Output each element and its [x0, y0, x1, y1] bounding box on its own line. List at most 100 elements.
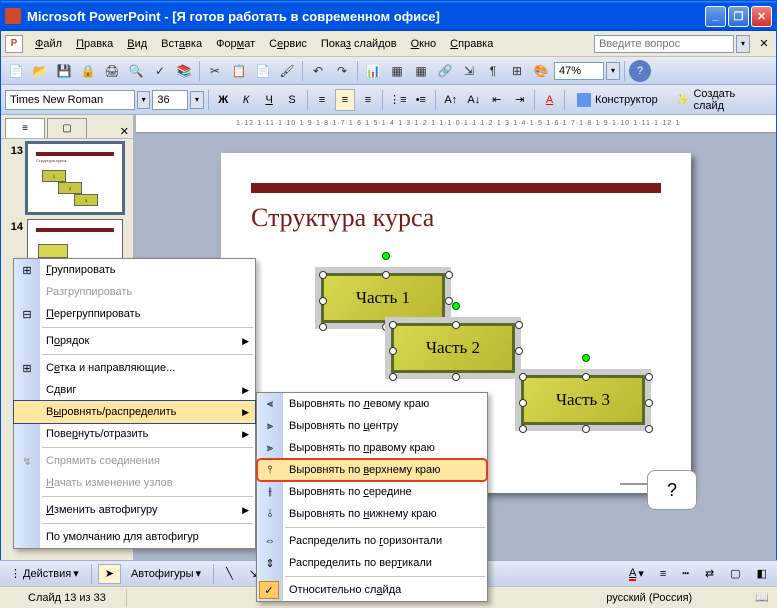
- preview-icon[interactable]: 🔍: [125, 60, 147, 82]
- doc-icon[interactable]: P: [5, 35, 23, 53]
- shape-1[interactable]: Часть 1: [321, 273, 445, 323]
- decrease-font-button[interactable]: A↓: [463, 89, 484, 111]
- zoom-dropdown-icon[interactable]: ▾: [606, 62, 620, 80]
- shape-2[interactable]: Часть 2: [391, 323, 515, 373]
- show-formatting-icon[interactable]: ¶: [482, 60, 504, 82]
- help-icon[interactable]: ?: [629, 60, 651, 82]
- print-icon[interactable]: 🖨: [101, 60, 123, 82]
- close-doc-button[interactable]: ✕: [756, 36, 772, 52]
- zoom-input[interactable]: [554, 62, 604, 80]
- line-style-icon[interactable]: ≡: [654, 564, 672, 584]
- menu-slideshow[interactable]: Показ слайдов: [315, 36, 403, 52]
- spell-icon[interactable]: ✓: [149, 60, 171, 82]
- size-input[interactable]: [152, 90, 188, 110]
- size-dropdown-icon[interactable]: ▾: [190, 91, 203, 109]
- line-icon[interactable]: ╲: [220, 564, 239, 584]
- search-dropdown-icon[interactable]: ▾: [736, 35, 750, 53]
- menu-file[interactable]: Файл: [29, 36, 68, 52]
- thumb-13[interactable]: 13 Структура курса 1 2 3: [5, 143, 129, 213]
- menu-format[interactable]: Формат: [210, 36, 261, 52]
- arrow-style-icon[interactable]: ⇄: [699, 564, 720, 584]
- menu-window[interactable]: Окно: [405, 36, 443, 52]
- font-input[interactable]: [5, 90, 135, 110]
- font-color-icon[interactable]: A ▾: [623, 564, 650, 584]
- cut-icon[interactable]: ✂: [204, 60, 226, 82]
- permission-icon[interactable]: 🔒: [77, 60, 99, 82]
- color-icon[interactable]: 🎨: [530, 60, 552, 82]
- slide-title[interactable]: Структура курса: [251, 203, 434, 233]
- chart-icon[interactable]: 📊: [362, 60, 384, 82]
- menu-tools[interactable]: Сервис: [263, 36, 313, 52]
- menu-help[interactable]: Справка: [444, 36, 499, 52]
- language-indicator: русский (Россия): [606, 592, 692, 604]
- autoshapes-button[interactable]: Автофигуры ▾: [125, 564, 207, 584]
- distribute-v[interactable]: ⇕Распределить по вертикали: [257, 552, 487, 574]
- shadow-style-icon[interactable]: ▢: [724, 564, 746, 584]
- align-left-button[interactable]: ≡: [312, 89, 333, 111]
- hyperlink-icon[interactable]: 🔗: [434, 60, 456, 82]
- align-right-button[interactable]: ≡: [357, 89, 378, 111]
- table-icon[interactable]: ▦: [386, 60, 408, 82]
- outline-tab[interactable]: ≡: [5, 118, 45, 138]
- shadow-button[interactable]: S: [282, 89, 303, 111]
- designer-button[interactable]: Конструктор: [569, 89, 666, 111]
- align-middle[interactable]: ⫲Выровнять по середине: [257, 481, 487, 503]
- ctx-change-shape[interactable]: Изменить автофигуру▶: [14, 499, 255, 521]
- menu-insert[interactable]: Вставка: [155, 36, 208, 52]
- align-left[interactable]: ⫷Выровнять по левому краю: [257, 393, 487, 415]
- help-search-input[interactable]: [594, 35, 734, 53]
- 3d-style-icon[interactable]: ◧: [751, 564, 773, 584]
- close-button[interactable]: ✕: [751, 6, 772, 27]
- save-icon[interactable]: 💾: [53, 60, 75, 82]
- increase-indent-button[interactable]: ⇥: [509, 89, 530, 111]
- spellcheck-icon[interactable]: 📖: [755, 592, 769, 604]
- relative-to-slide[interactable]: ✓Относительно слайда: [257, 579, 487, 601]
- align-bottom[interactable]: ⫰Выровнять по нижнему краю: [257, 503, 487, 525]
- bold-button[interactable]: Ж: [213, 89, 234, 111]
- panel-close-icon[interactable]: ✕: [120, 125, 129, 138]
- actions-button[interactable]: ⋮Действия ▾: [4, 564, 85, 584]
- dash-style-icon[interactable]: ┅: [676, 564, 695, 584]
- select-button[interactable]: ➤: [98, 564, 121, 584]
- paste-icon[interactable]: 📄: [252, 60, 274, 82]
- new-icon[interactable]: 📄: [5, 60, 27, 82]
- increase-font-button[interactable]: A↑: [440, 89, 461, 111]
- show-grid-icon[interactable]: ⊞: [506, 60, 528, 82]
- align-center-button[interactable]: ≡: [335, 89, 356, 111]
- underline-button[interactable]: Ч: [259, 89, 280, 111]
- ctx-group[interactable]: ⊞Группировать: [14, 259, 255, 281]
- expand-icon[interactable]: ⇲: [458, 60, 480, 82]
- maximize-button[interactable]: ❐: [728, 6, 749, 27]
- minimize-button[interactable]: _: [705, 6, 726, 27]
- research-icon[interactable]: 📚: [173, 60, 195, 82]
- numbering-button[interactable]: ⋮≡: [387, 89, 408, 111]
- ctx-align[interactable]: Выровнять/распределить▶: [14, 401, 255, 423]
- bullets-button[interactable]: •≡: [410, 89, 431, 111]
- format-painter-icon[interactable]: 🖌: [276, 60, 298, 82]
- tables-borders-icon[interactable]: ▦: [410, 60, 432, 82]
- italic-button[interactable]: К: [236, 89, 257, 111]
- ctx-defaults[interactable]: По умолчанию для автофигур: [14, 526, 255, 548]
- menu-edit[interactable]: Правка: [70, 36, 119, 52]
- distribute-h[interactable]: ⇔Распределить по горизонтали: [257, 530, 487, 552]
- align-center[interactable]: ⫸Выровнять по центру: [257, 415, 487, 437]
- new-slide-button[interactable]: ✨Создать слайд: [668, 89, 772, 111]
- ctx-order[interactable]: Порядок▶: [14, 330, 255, 352]
- decrease-indent-button[interactable]: ⇤: [486, 89, 507, 111]
- font-dropdown-icon[interactable]: ▾: [137, 91, 150, 109]
- shape-3[interactable]: Часть 3: [521, 375, 645, 425]
- align-right[interactable]: ⫸Выровнять по правому краю: [257, 437, 487, 459]
- ctx-grid[interactable]: ⊞Сетка и направляющие...: [14, 357, 255, 379]
- redo-icon[interactable]: ↷: [331, 60, 353, 82]
- menu-view[interactable]: Вид: [121, 36, 153, 52]
- open-icon[interactable]: 📂: [29, 60, 51, 82]
- align-top[interactable]: ⫯Выровнять по верхнему краю: [257, 459, 487, 481]
- ctx-regroup[interactable]: ⊟Перегруппировать: [14, 303, 255, 325]
- copy-icon[interactable]: 📋: [228, 60, 250, 82]
- ctx-rotate[interactable]: Повернуть/отразить▶: [14, 423, 255, 445]
- undo-icon[interactable]: ↶: [307, 60, 329, 82]
- ctx-nudge[interactable]: Сдвиг▶: [14, 379, 255, 401]
- slides-tab[interactable]: ▢: [47, 118, 87, 138]
- font-color-button[interactable]: A: [539, 89, 560, 111]
- ctx-ungroup: Разгруппировать: [14, 281, 255, 303]
